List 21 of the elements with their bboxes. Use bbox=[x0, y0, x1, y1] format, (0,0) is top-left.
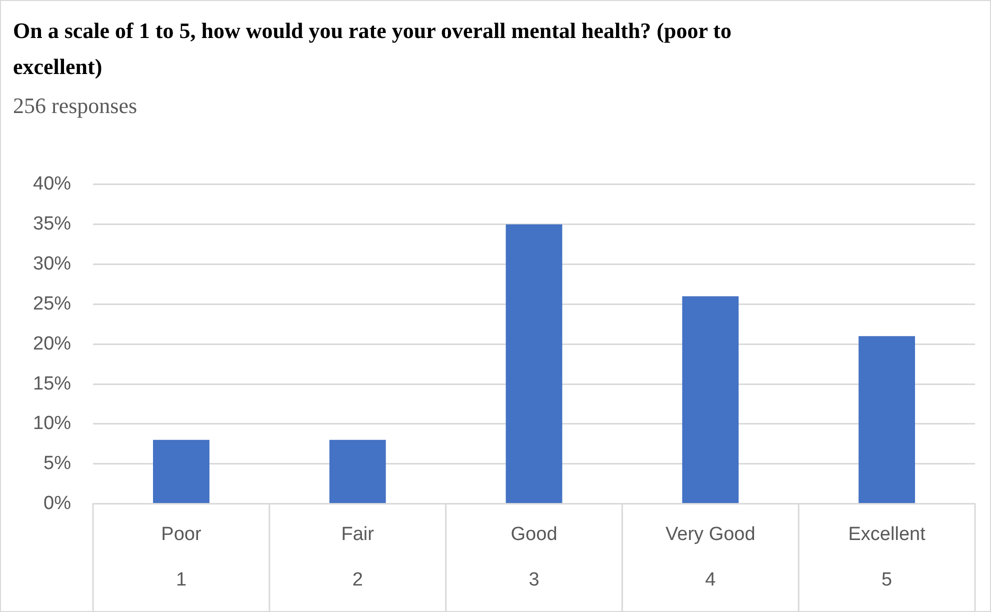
category-label: Good 3 bbox=[510, 524, 558, 590]
y-tick-label: 0% bbox=[44, 493, 72, 514]
y-tick-label: 25% bbox=[32, 293, 72, 314]
y-tick-label: 35% bbox=[32, 214, 72, 235]
bar bbox=[506, 224, 562, 504]
chart-subtitle: 256 responses bbox=[13, 93, 138, 119]
category-label: Fair 2 bbox=[341, 524, 374, 590]
y-tick-label: 40% bbox=[32, 174, 72, 195]
category-label: Poor 1 bbox=[161, 524, 202, 590]
y-tick-label: 30% bbox=[32, 253, 72, 274]
category-label: Very Good 4 bbox=[666, 524, 756, 590]
y-tick-label: 5% bbox=[44, 453, 72, 474]
bar bbox=[329, 440, 386, 504]
bar bbox=[153, 440, 210, 504]
y-tick-label: 20% bbox=[32, 333, 72, 354]
y-tick-label: 15% bbox=[32, 373, 72, 394]
bar bbox=[858, 336, 916, 504]
category-label: Excellent 5 bbox=[848, 524, 926, 590]
y-tick-label: 10% bbox=[32, 413, 72, 434]
bar bbox=[682, 296, 739, 504]
chart-title: On a scale of 1 to 5, how would you rate your overall mental health? (poor to excellent) bbox=[13, 17, 732, 81]
